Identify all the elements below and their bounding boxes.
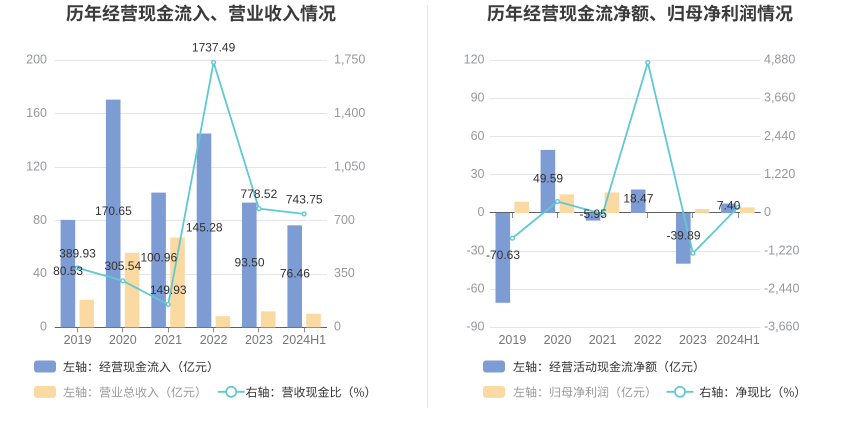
- svg-text:2021: 2021: [154, 333, 182, 347]
- svg-text:93.50: 93.50: [234, 255, 264, 269]
- svg-text:-30: -30: [466, 243, 484, 257]
- svg-text:200: 200: [26, 53, 47, 67]
- svg-text:1,050: 1,050: [334, 159, 365, 173]
- svg-text:1,220: 1,220: [764, 167, 795, 181]
- svg-text:-90: -90: [466, 320, 484, 334]
- svg-text:18.47: 18.47: [623, 192, 653, 206]
- svg-text:100.96: 100.96: [140, 250, 177, 264]
- svg-text:30: 30: [471, 167, 485, 181]
- svg-text:305.54: 305.54: [104, 259, 141, 273]
- svg-text:7.40: 7.40: [717, 199, 741, 213]
- svg-text:0: 0: [334, 320, 341, 334]
- svg-text:1,750: 1,750: [334, 53, 365, 67]
- svg-text:49.59: 49.59: [533, 172, 563, 186]
- svg-text:-3,660: -3,660: [764, 320, 799, 334]
- svg-text:743.75: 743.75: [286, 192, 323, 206]
- svg-text:149.93: 149.93: [150, 283, 187, 297]
- svg-text:-60: -60: [466, 282, 484, 296]
- svg-text:2020: 2020: [109, 333, 137, 347]
- svg-text:0: 0: [40, 320, 47, 334]
- svg-text:1,400: 1,400: [334, 106, 365, 120]
- svg-text:2023: 2023: [245, 333, 273, 347]
- svg-text:350: 350: [334, 266, 355, 280]
- svg-text:2023: 2023: [679, 333, 707, 347]
- svg-text:2019: 2019: [64, 333, 92, 347]
- svg-text:76.46: 76.46: [280, 267, 310, 281]
- svg-text:-5.95: -5.95: [580, 207, 608, 221]
- svg-text:2020: 2020: [544, 333, 572, 347]
- svg-text:60: 60: [471, 129, 485, 143]
- svg-text:-39.89: -39.89: [666, 229, 700, 243]
- svg-text:120: 120: [26, 159, 47, 173]
- svg-text:80: 80: [33, 213, 47, 227]
- svg-text:-70.63: -70.63: [486, 248, 520, 262]
- svg-text:-2,440: -2,440: [764, 282, 799, 296]
- svg-text:0: 0: [478, 205, 485, 219]
- svg-text:2022: 2022: [200, 333, 228, 347]
- svg-text:120: 120: [464, 53, 485, 67]
- svg-text:2024H1: 2024H1: [282, 333, 326, 347]
- svg-text:40: 40: [33, 266, 47, 280]
- svg-text:2019: 2019: [498, 333, 526, 347]
- svg-text:2021: 2021: [589, 333, 617, 347]
- svg-text:4,880: 4,880: [764, 53, 795, 67]
- svg-text:0: 0: [764, 205, 771, 219]
- svg-text:90: 90: [471, 91, 485, 105]
- svg-text:3,660: 3,660: [764, 91, 795, 105]
- svg-text:2022: 2022: [634, 333, 662, 347]
- svg-text:160: 160: [26, 106, 47, 120]
- svg-text:778.52: 778.52: [241, 187, 278, 201]
- svg-text:-1,220: -1,220: [764, 243, 799, 257]
- svg-text:80.53: 80.53: [53, 264, 83, 278]
- svg-text:145.28: 145.28: [186, 221, 223, 235]
- svg-text:170.65: 170.65: [95, 204, 132, 218]
- svg-text:389.93: 389.93: [59, 246, 96, 260]
- svg-text:1737.49: 1737.49: [192, 41, 236, 55]
- svg-text:2,440: 2,440: [764, 129, 795, 143]
- svg-text:2024H1: 2024H1: [716, 333, 760, 347]
- svg-text:700: 700: [334, 213, 355, 227]
